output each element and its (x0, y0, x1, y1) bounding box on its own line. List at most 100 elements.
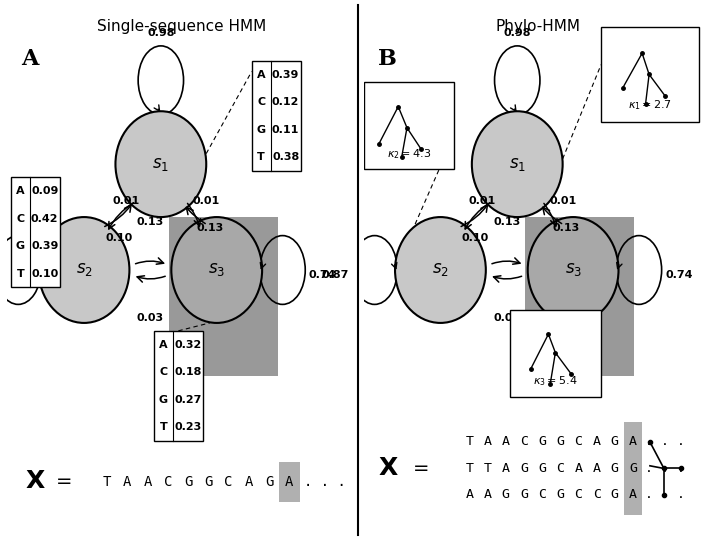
Text: C: C (17, 214, 24, 224)
Text: G: G (204, 475, 212, 489)
Bar (169, 217, 278, 376)
Text: T: T (466, 462, 474, 475)
Text: A: A (629, 435, 637, 449)
Text: A: A (575, 462, 582, 475)
Text: A: A (593, 435, 600, 449)
Text: =: = (56, 472, 73, 491)
Text: A: A (466, 488, 474, 502)
Text: G: G (159, 395, 168, 404)
Text: $\kappa_2=4.3$: $\kappa_2=4.3$ (387, 147, 431, 160)
Text: 0.27: 0.27 (174, 395, 202, 404)
Text: A: A (484, 488, 492, 502)
Text: 0.87: 0.87 (321, 271, 348, 280)
Text: 0.01: 0.01 (112, 196, 140, 206)
Text: $\kappa_3=5.4$: $\kappa_3=5.4$ (534, 374, 578, 388)
Text: A: A (257, 70, 266, 80)
Text: T: T (257, 152, 265, 163)
Text: 0.10: 0.10 (462, 233, 489, 243)
Text: C: C (163, 475, 172, 489)
Text: A: A (159, 340, 168, 349)
Bar (601, 26, 699, 122)
Text: G: G (611, 462, 618, 475)
Text: $s_1$: $s_1$ (509, 156, 526, 173)
Text: T: T (484, 462, 492, 475)
Text: Single-sequence HMM: Single-sequence HMM (97, 18, 266, 33)
Text: A: A (285, 475, 294, 489)
Text: 0.11: 0.11 (272, 125, 300, 135)
Text: $s_1$: $s_1$ (153, 156, 169, 173)
Text: G: G (538, 435, 546, 449)
Text: A: A (484, 435, 492, 449)
Text: T: T (466, 435, 474, 449)
Text: Phylo-HMM: Phylo-HMM (495, 18, 581, 33)
Text: G: G (265, 475, 274, 489)
Text: $s_3$: $s_3$ (208, 261, 225, 279)
Text: C: C (159, 367, 168, 377)
Text: $\kappa_1=2.7$: $\kappa_1=2.7$ (629, 98, 672, 112)
Text: 0.13: 0.13 (552, 222, 580, 233)
Text: G: G (184, 475, 192, 489)
Bar (252, 61, 300, 171)
Text: . . .: . . . (304, 475, 346, 489)
Text: 0.18: 0.18 (174, 367, 202, 377)
Text: 0.98: 0.98 (503, 28, 531, 38)
Bar (510, 309, 601, 397)
Text: G: G (611, 488, 618, 502)
Text: $s_3$: $s_3$ (564, 261, 582, 279)
Text: T: T (160, 422, 167, 432)
Text: $\mathbf{X}$: $\mathbf{X}$ (24, 470, 45, 493)
Bar (279, 462, 300, 502)
Text: C: C (575, 435, 582, 449)
Text: 0.38: 0.38 (272, 152, 300, 163)
Text: 0.23: 0.23 (174, 422, 202, 432)
Text: 0.03: 0.03 (493, 313, 521, 322)
Text: A: A (629, 488, 637, 502)
Bar (364, 82, 454, 170)
Text: 0.13: 0.13 (196, 222, 223, 233)
Text: 0.09: 0.09 (31, 186, 58, 196)
Text: $\mathbf{X}$: $\mathbf{X}$ (377, 457, 398, 480)
Text: G: G (257, 125, 266, 135)
Text: 0.13: 0.13 (493, 218, 521, 227)
Text: . . .: . . . (644, 435, 685, 449)
Text: A: A (245, 475, 253, 489)
Bar (154, 331, 203, 441)
Ellipse shape (472, 111, 562, 217)
Text: C: C (575, 488, 582, 502)
Text: C: C (557, 462, 564, 475)
Text: 0.13: 0.13 (137, 218, 164, 227)
Text: C: C (257, 97, 265, 107)
Text: C: C (520, 435, 528, 449)
Text: A: A (123, 475, 132, 489)
Text: G: G (520, 488, 528, 502)
Bar (11, 177, 60, 287)
Text: =: = (413, 459, 429, 478)
Ellipse shape (171, 217, 262, 323)
Bar (624, 422, 642, 515)
Text: 0.01: 0.01 (193, 196, 220, 206)
Text: A: A (593, 462, 600, 475)
Text: C: C (225, 475, 233, 489)
Text: G: G (16, 241, 25, 251)
Text: 0.98: 0.98 (147, 28, 174, 38)
Bar (526, 217, 634, 376)
Text: B: B (377, 48, 397, 70)
Text: G: G (629, 462, 637, 475)
Text: 0.39: 0.39 (31, 241, 58, 251)
Text: 0.74: 0.74 (665, 271, 693, 280)
Text: A: A (16, 186, 24, 196)
Text: 0.01: 0.01 (549, 196, 576, 206)
Text: C: C (593, 488, 600, 502)
Text: 0.01: 0.01 (469, 196, 496, 206)
Text: G: G (520, 462, 528, 475)
Text: A: A (502, 435, 510, 449)
Text: . . .: . . . (644, 488, 685, 502)
Ellipse shape (39, 217, 130, 323)
Text: T: T (17, 269, 24, 279)
Text: $s_2$: $s_2$ (76, 261, 92, 279)
Text: T: T (103, 475, 112, 489)
Text: 0.10: 0.10 (31, 269, 58, 279)
Text: A: A (502, 462, 510, 475)
Text: $s_2$: $s_2$ (432, 261, 449, 279)
Text: C: C (538, 488, 546, 502)
